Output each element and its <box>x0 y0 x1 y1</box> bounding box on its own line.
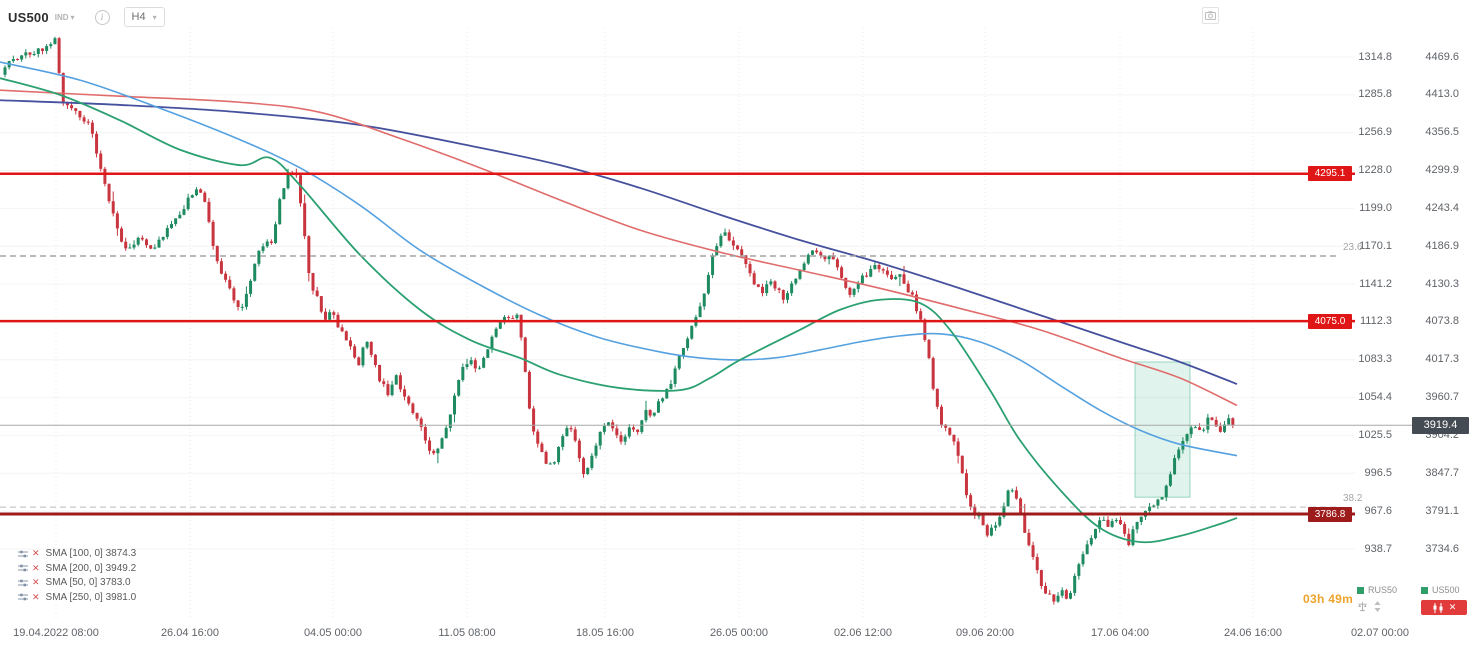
indicator-remove-icon[interactable]: ✕ <box>32 562 40 573</box>
indicator-label: SMA [100, 0] 3874.3 <box>45 548 137 559</box>
current-price-badge: 3919.4 <box>1412 416 1469 434</box>
fib-level-label: 23.6 <box>1343 242 1363 253</box>
y-axis-label-rus50: 967.6 <box>1364 504 1392 517</box>
camera-icon <box>1205 11 1216 20</box>
y-axis-label-us500: 4186.9 <box>1425 239 1459 252</box>
indicator-settings-icon[interactable] <box>18 549 28 559</box>
sort-arrows-icon[interactable] <box>1373 601 1382 612</box>
instrument-action-badge[interactable]: ✕ <box>1421 600 1467 615</box>
y-axis-label-rus50: 1054.4 <box>1358 391 1392 404</box>
candles <box>3 36 1235 605</box>
info-icon[interactable]: i <box>94 9 110 25</box>
highlight-zone <box>1134 361 1191 498</box>
x-axis-label: 02.07 00:00 <box>1350 627 1410 639</box>
timeframe-button[interactable]: H4 ▾ <box>123 7 165 27</box>
y-axis-label-rus50: 1112.3 <box>1359 315 1392 328</box>
x-axis-label: 09.06 20:00 <box>955 627 1015 639</box>
y-axis-label-rus50: 1314.8 <box>1358 50 1392 63</box>
instrument-type-badge: IND <box>54 12 69 22</box>
symbol-name[interactable]: US500 <box>8 9 49 25</box>
x-axis-label: 19.04.2022 08:00 <box>13 627 99 639</box>
indicator-settings-icon[interactable] <box>18 578 28 588</box>
scale-icon[interactable] <box>1357 601 1368 612</box>
chart-header: US500 IND ▾ i H4 ▾ <box>8 7 165 27</box>
y-axis-label-us500: 4356.5 <box>1425 126 1459 139</box>
indicator-remove-icon[interactable]: ✕ <box>32 591 40 602</box>
x-axis-label: 18.05 16:00 <box>575 627 635 639</box>
y-axis-label-rus50: 938.7 <box>1364 542 1392 555</box>
indicator-settings-icon[interactable] <box>18 592 28 602</box>
y-axis-label-us500: 4469.6 <box>1425 50 1459 63</box>
y-axis-label-rus50: 1228.0 <box>1358 164 1392 177</box>
y-axis-label-us500: 4073.8 <box>1425 315 1459 328</box>
indicator-row: ✕ SMA [200, 0] 3949.2 <box>18 562 136 575</box>
indicator-row: ✕ SMA [250, 0] 3981.0 <box>18 591 136 604</box>
y-axis-label-us500: 3791.1 <box>1425 504 1459 517</box>
fib-level-label: 38.2 <box>1343 493 1363 505</box>
x-axis-label: 26.05 00:00 <box>709 627 769 639</box>
indicator-remove-icon[interactable]: ✕ <box>32 548 40 558</box>
indicator-settings-icon[interactable] <box>18 563 28 573</box>
y-axis-label-rus50: 1025.5 <box>1358 428 1392 441</box>
x-axis-label: 17.06 04:00 <box>1090 627 1150 639</box>
rus50-label: RUS50 <box>1368 585 1398 595</box>
y-axis-label-us500: 4130.3 <box>1425 277 1459 290</box>
y-axis-label-us500: 4243.4 <box>1425 201 1459 214</box>
y-axis-label-us500: 3960.7 <box>1425 391 1459 404</box>
sma-line <box>0 99 1238 385</box>
indicator-label: SMA [50, 0] 3783.0 <box>45 577 131 588</box>
y-axis-label-us500: 4299.9 <box>1425 164 1459 177</box>
symbol-dropdown-icon[interactable]: ▾ <box>70 12 75 22</box>
bar-countdown: 03h 49m <box>1303 592 1354 606</box>
y-axis-label-rus50: 1199.0 <box>1359 201 1392 214</box>
x-axis-label: 04.05 00:00 <box>303 627 363 639</box>
y-axis-label-rus50: 996.5 <box>1364 466 1392 479</box>
overlay-instrument-rus50[interactable]: RUS50 <box>1357 585 1397 595</box>
y-axis-label-rus50: 1141.2 <box>1359 277 1392 290</box>
price-level-badge: 4295.1 <box>1308 166 1352 182</box>
x-axis-label: 24.06 16:00 <box>1223 627 1283 639</box>
timeframe-caret-icon: ▾ <box>152 12 157 22</box>
y-axis-label-rus50: 1083.3 <box>1358 353 1392 366</box>
y-axis-label-us500: 3734.6 <box>1425 542 1459 555</box>
rus50-tools <box>1357 601 1382 612</box>
close-icon: ✕ <box>1448 602 1457 612</box>
camera-snapshot-button[interactable] <box>1202 7 1219 24</box>
rus50-color-swatch <box>1357 586 1364 594</box>
y-axis-label-rus50: 1256.9 <box>1358 126 1392 139</box>
indicator-label: SMA [250, 0] 3981.0 <box>45 591 137 603</box>
us500-color-swatch <box>1421 586 1428 594</box>
sma-line <box>0 77 1238 544</box>
x-axis-label: 02.06 12:00 <box>833 627 893 639</box>
us500-label: US500 <box>1432 585 1460 595</box>
x-axis-label: 11.05 08:00 <box>438 627 496 639</box>
overlay-instrument-us500[interactable]: US500 <box>1421 585 1460 595</box>
y-axis-label-us500: 4017.3 <box>1425 353 1459 366</box>
indicator-remove-icon[interactable]: ✕ <box>32 577 40 587</box>
indicator-row: ✕ SMA [50, 0] 3783.0 <box>18 576 131 589</box>
y-axis-label-rus50: 1285.8 <box>1358 88 1392 101</box>
sma-line <box>0 61 1238 457</box>
y-axis-label-us500: 4413.0 <box>1425 88 1459 101</box>
price-level-badge: 3786.8 <box>1308 506 1352 522</box>
timeframe-label: H4 <box>131 11 146 23</box>
candles-icon <box>1433 602 1443 613</box>
price-level-badge: 4075.0 <box>1308 313 1352 329</box>
y-axis-label-rus50: 1170.1 <box>1359 239 1392 252</box>
indicator-row: ✕ SMA [100, 0] 3874.3 <box>18 547 136 560</box>
y-axis-label-us500: 3847.7 <box>1425 466 1459 479</box>
indicator-label: SMA [200, 0] 3949.2 <box>45 562 137 574</box>
x-axis-label: 26.04 16:00 <box>160 627 220 639</box>
sma-line <box>0 89 1238 407</box>
